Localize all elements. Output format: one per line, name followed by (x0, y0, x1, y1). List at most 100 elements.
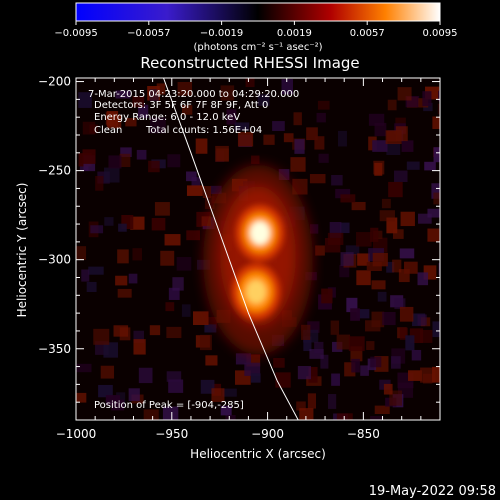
noise-cell (350, 308, 360, 321)
noise-cell (273, 358, 285, 368)
colorbar-tick-label: −0.0019 (200, 28, 243, 39)
noise-cell (374, 162, 383, 176)
noise-cell (382, 311, 396, 326)
x-tick-label: −1000 (56, 427, 97, 441)
noise-cell (385, 130, 402, 144)
noise-cell (417, 314, 427, 326)
noise-cell (115, 90, 131, 99)
info-detectors: Detectors: 3F 5F 6F 7F 8F 9F, Att 0 (94, 100, 268, 111)
noise-cell (168, 287, 180, 300)
noise-cell (437, 103, 440, 115)
noise-cell (370, 356, 382, 368)
noise-cell (370, 227, 379, 242)
noise-cell (245, 78, 255, 88)
noise-cell (154, 202, 170, 216)
noise-cell (116, 392, 126, 406)
noise-cell (151, 217, 166, 231)
colorbar (75, 2, 441, 22)
noise-cell (119, 327, 131, 341)
noise-cell (405, 335, 415, 351)
noise-cell (404, 261, 418, 274)
noise-cell (204, 324, 217, 333)
x-tick-label: −850 (347, 427, 380, 441)
x-axis-label: Heliocentric X (arcsec) (190, 447, 326, 461)
noise-cell (401, 140, 414, 152)
noise-cell (125, 118, 137, 127)
noise-cell (394, 170, 408, 183)
noise-cell (381, 198, 391, 209)
noise-cell (340, 252, 354, 266)
noise-cell (82, 149, 96, 164)
noise-cell (360, 365, 369, 376)
noise-cell (263, 134, 275, 145)
noise-cell (82, 121, 96, 135)
noise-cell (340, 194, 356, 203)
noise-cell (336, 413, 353, 420)
noise-cell (257, 94, 270, 106)
noise-cell (205, 355, 218, 366)
noise-cell (427, 208, 440, 218)
noise-cell (307, 321, 320, 333)
noise-cell (104, 217, 114, 226)
noise-cell (160, 250, 175, 266)
noise-cell (165, 302, 175, 312)
noise-cell (186, 230, 200, 241)
noise-cell (234, 122, 250, 131)
noise-cell (339, 264, 350, 278)
noise-cell (226, 109, 237, 125)
noise-cell (328, 394, 337, 409)
noise-cell (177, 81, 193, 96)
noise-cell (344, 362, 356, 377)
noise-cell (331, 174, 343, 186)
noise-cell (202, 186, 212, 199)
noise-cell (244, 362, 261, 376)
noise-cell (303, 336, 312, 352)
noise-cell (108, 155, 122, 169)
noise-cell (348, 336, 365, 352)
noise-cell (149, 89, 159, 102)
noise-cell (387, 99, 397, 111)
noise-cell (329, 222, 342, 238)
noise-cell (309, 174, 326, 184)
noise-cell (117, 249, 129, 264)
x-tick-label: −900 (251, 427, 284, 441)
noise-cell (88, 266, 104, 275)
noise-cell (283, 133, 294, 143)
noise-cell (121, 214, 134, 230)
noise-cell (251, 155, 260, 164)
noise-cell (420, 367, 436, 383)
noise-cell (418, 213, 432, 224)
noise-cell (330, 320, 340, 335)
noise-cell (301, 324, 311, 340)
noise-cell (120, 147, 132, 157)
noise-cell (314, 341, 324, 354)
noise-cell (438, 263, 440, 275)
noise-cell (307, 393, 317, 409)
noise-cell (166, 326, 182, 339)
info-peak-position: Position of Peak = [-904,-285] (94, 400, 244, 411)
noise-cell (422, 91, 432, 107)
noise-cell (293, 112, 302, 126)
noise-cell (431, 183, 440, 199)
y-axis-label: Heliocentric Y (arcsec) (15, 183, 29, 318)
noise-cell (76, 363, 92, 373)
noise-cell (379, 210, 395, 222)
noise-cell (281, 79, 293, 95)
noise-cell (119, 153, 131, 168)
source-1-core (246, 279, 267, 304)
noise-cell (372, 140, 388, 152)
noise-cell (210, 185, 222, 194)
noise-cell (167, 154, 181, 168)
noise-cell (297, 365, 312, 380)
axes: −1000 −950 −900 −850 −200 −250 −300 −350 (38, 75, 440, 441)
noise-cell (400, 211, 415, 227)
noise-cell (186, 185, 203, 196)
noise-cell (168, 379, 184, 393)
plot-title: Reconstructed RHESSI Image (140, 54, 359, 72)
noise-cell (220, 405, 232, 416)
noise-cell (366, 341, 375, 350)
noise-cell (365, 320, 381, 332)
noise-cell (181, 105, 193, 115)
noise-cell (200, 379, 215, 394)
noise-cell (320, 354, 329, 369)
